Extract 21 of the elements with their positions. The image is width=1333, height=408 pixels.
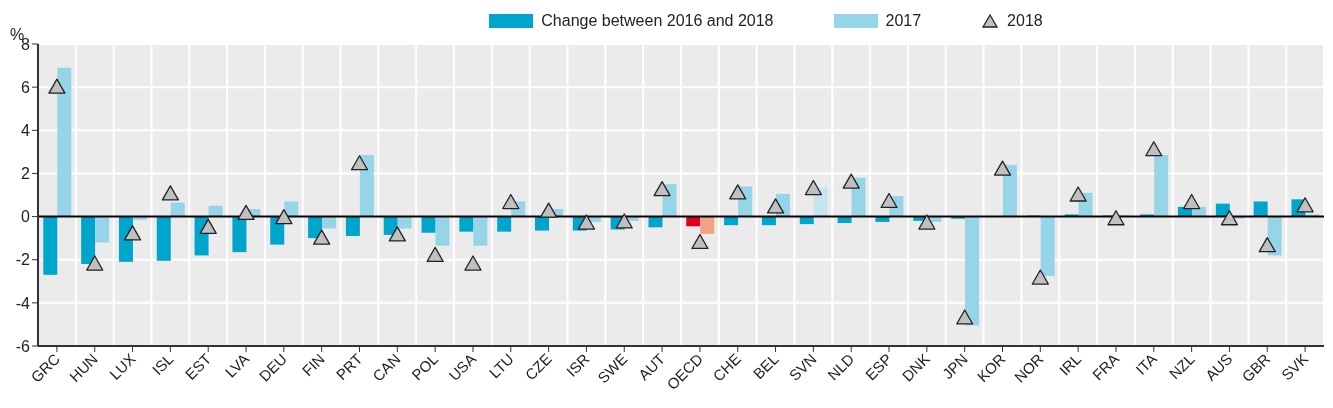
x-tick-label: IRL [1055,350,1085,379]
x-tick-label: FIN [298,350,328,380]
x-tick-label: JPN [938,350,971,383]
y-tick-label: 2 [21,165,31,183]
x-tick-label: ITA [1132,350,1160,378]
x-tick-label: ISL [148,350,177,379]
legend-label: 2018 [1007,12,1043,30]
x-tick-label: NZL [1165,350,1198,383]
y-tick-label: 6 [21,78,31,96]
x-tick-label: ISR [562,349,593,380]
x-tick-label: LVA [221,350,253,381]
legend-label: Change between 2016 and 2018 [541,12,774,30]
y-tick-label: -6 [15,337,31,355]
legend-label: 2017 [885,12,922,30]
x-tick-label: POL [408,350,442,384]
y-tick-label: -4 [15,294,31,312]
y-tick-label: -2 [15,251,31,269]
x-tick-label: BEL [749,350,782,383]
y-tick-label: 4 [21,121,31,139]
x-tick-label: USA [445,350,480,384]
y-tick-label: 0 [21,208,31,226]
